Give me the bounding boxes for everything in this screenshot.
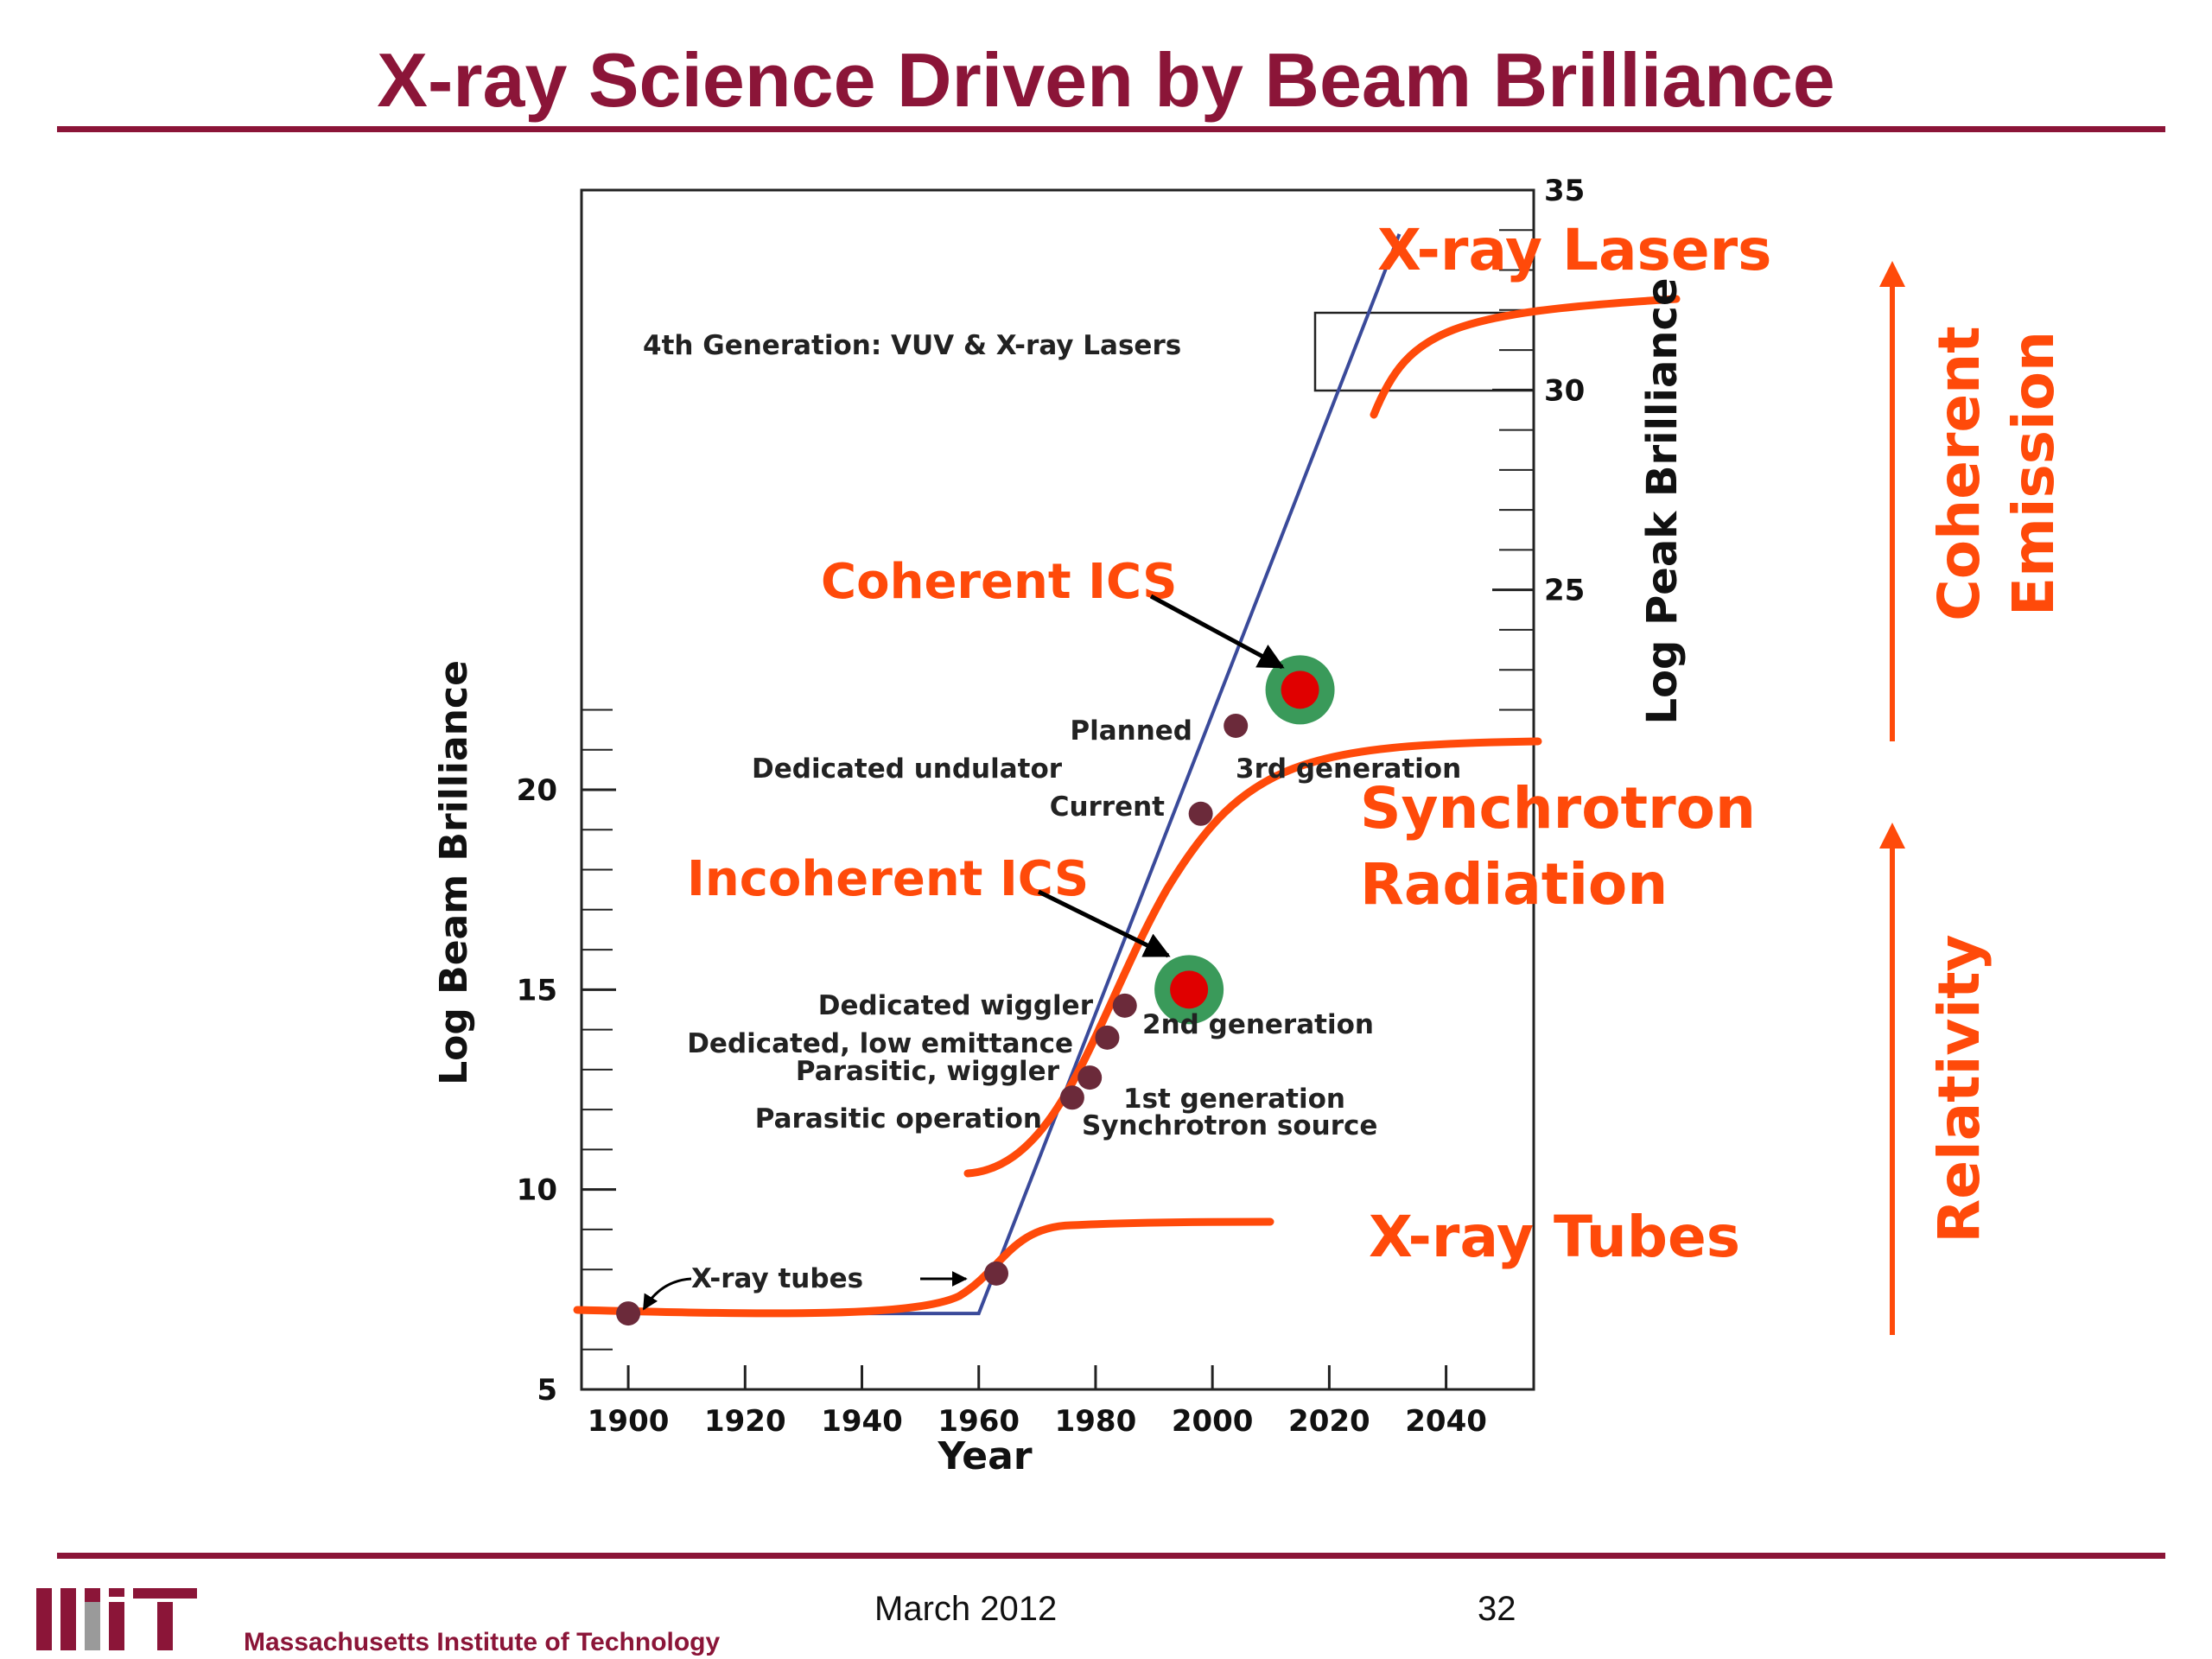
x-tick-label: 2000 — [1172, 1404, 1254, 1439]
milestone-point — [1095, 1025, 1120, 1050]
y-axis-label: Log Beam Brilliance — [432, 660, 476, 1085]
fourth-generation-box — [1313, 311, 1535, 392]
x-axis-label: Year — [937, 1434, 1032, 1478]
ics-point-core — [1281, 671, 1319, 709]
y2-tick-label: 35 — [1544, 174, 1585, 208]
title-rule — [57, 126, 2165, 132]
third-generation-label: 3rd generation — [1236, 753, 1461, 785]
milestone-point — [616, 1301, 641, 1326]
institution-name: Massachusetts Institute of Technology — [244, 1628, 721, 1656]
parasitic-operation-label: Parasitic operation — [755, 1103, 1042, 1135]
dedicated-wiggler-label: Dedicated wiggler — [818, 990, 1094, 1021]
x-tick-label: 1960 — [938, 1404, 1020, 1439]
fourth-generation-label: 4th Generation: VUV & X-ray Lasers — [643, 330, 1181, 361]
x-tick-label: 2040 — [1405, 1404, 1487, 1439]
coherent-label: Coherent — [1926, 326, 1993, 620]
mit-logo — [36, 1588, 197, 1650]
x-tick-label: 1980 — [1055, 1404, 1137, 1439]
x-ray-tubes-arrow-left — [642, 1277, 692, 1311]
footer-date: March 2012 — [874, 1590, 1058, 1628]
dedicated-low-emittance-label: Dedicated, low emittance — [687, 1028, 1073, 1059]
y2-tick-label: 30 — [1544, 373, 1585, 408]
incoherent-ics-label: Incoherent ICS — [687, 851, 1089, 907]
dedicated-undulator-label: Dedicated undulator — [752, 753, 1063, 785]
current-label: Current — [1050, 791, 1165, 823]
coherent-ics-label: Coherent ICS — [821, 554, 1177, 610]
first-generation-label: 1st generation — [1123, 1084, 1345, 1115]
y-tick-label: 15 — [517, 973, 557, 1007]
ics-point-core — [1170, 970, 1209, 1009]
synchrotron-source-label: Synchrotron source — [1082, 1110, 1377, 1141]
x-tick-label: 1920 — [704, 1404, 786, 1439]
parasitic-wiggler-label: Parasitic, wiggler — [796, 1056, 1060, 1087]
y2-tick-label: 25 — [1544, 574, 1585, 608]
milestone-point — [984, 1261, 1009, 1286]
milestone-point — [1059, 1085, 1084, 1110]
x-ray-tubes-curve — [573, 1217, 1274, 1318]
x-ray-tubes-region-label: X-ray Tubes — [1369, 1204, 1740, 1270]
page-number: 32 — [1478, 1590, 1516, 1628]
y-tick-label: 5 — [537, 1373, 557, 1408]
y-tick-label: 10 — [517, 1173, 557, 1208]
x-ray-lasers-curve — [1370, 295, 1681, 419]
second-generation-label: 2nd generation — [1142, 1009, 1374, 1040]
x-tick-label: 2020 — [1288, 1404, 1370, 1439]
coherent-ics-arrow — [1149, 594, 1285, 670]
synchrotron-label-line2: Radiation — [1360, 851, 1668, 918]
y2-axis-label: Log Peak Brilliance — [1638, 277, 1687, 724]
footer-rule — [57, 1553, 2165, 1559]
milestone-point — [1224, 713, 1249, 738]
milestone-point — [1077, 1065, 1103, 1090]
x-ray-tubes-label: X-ray tubes — [691, 1263, 863, 1294]
x-ray-lasers-label: X-ray Lasers — [1377, 217, 1771, 283]
slide-title: X-ray Science Driven by Beam Brilliance — [377, 37, 1835, 123]
relativity-label: Relativity — [1926, 934, 1993, 1243]
x-tick-label: 1940 — [821, 1404, 903, 1439]
y-tick-label: 20 — [517, 773, 557, 808]
milestone-point — [1112, 993, 1137, 1018]
synchrotron-curve — [963, 737, 1542, 1178]
synchrotron-label-line1: Synchrotron — [1360, 775, 1756, 842]
x-tick-label: 1900 — [588, 1404, 670, 1439]
planned-label: Planned — [1070, 715, 1192, 747]
incoherent-ics-arrow — [1037, 889, 1171, 958]
emission-label: Emission — [2000, 331, 2067, 616]
milestone-point — [1188, 801, 1213, 826]
